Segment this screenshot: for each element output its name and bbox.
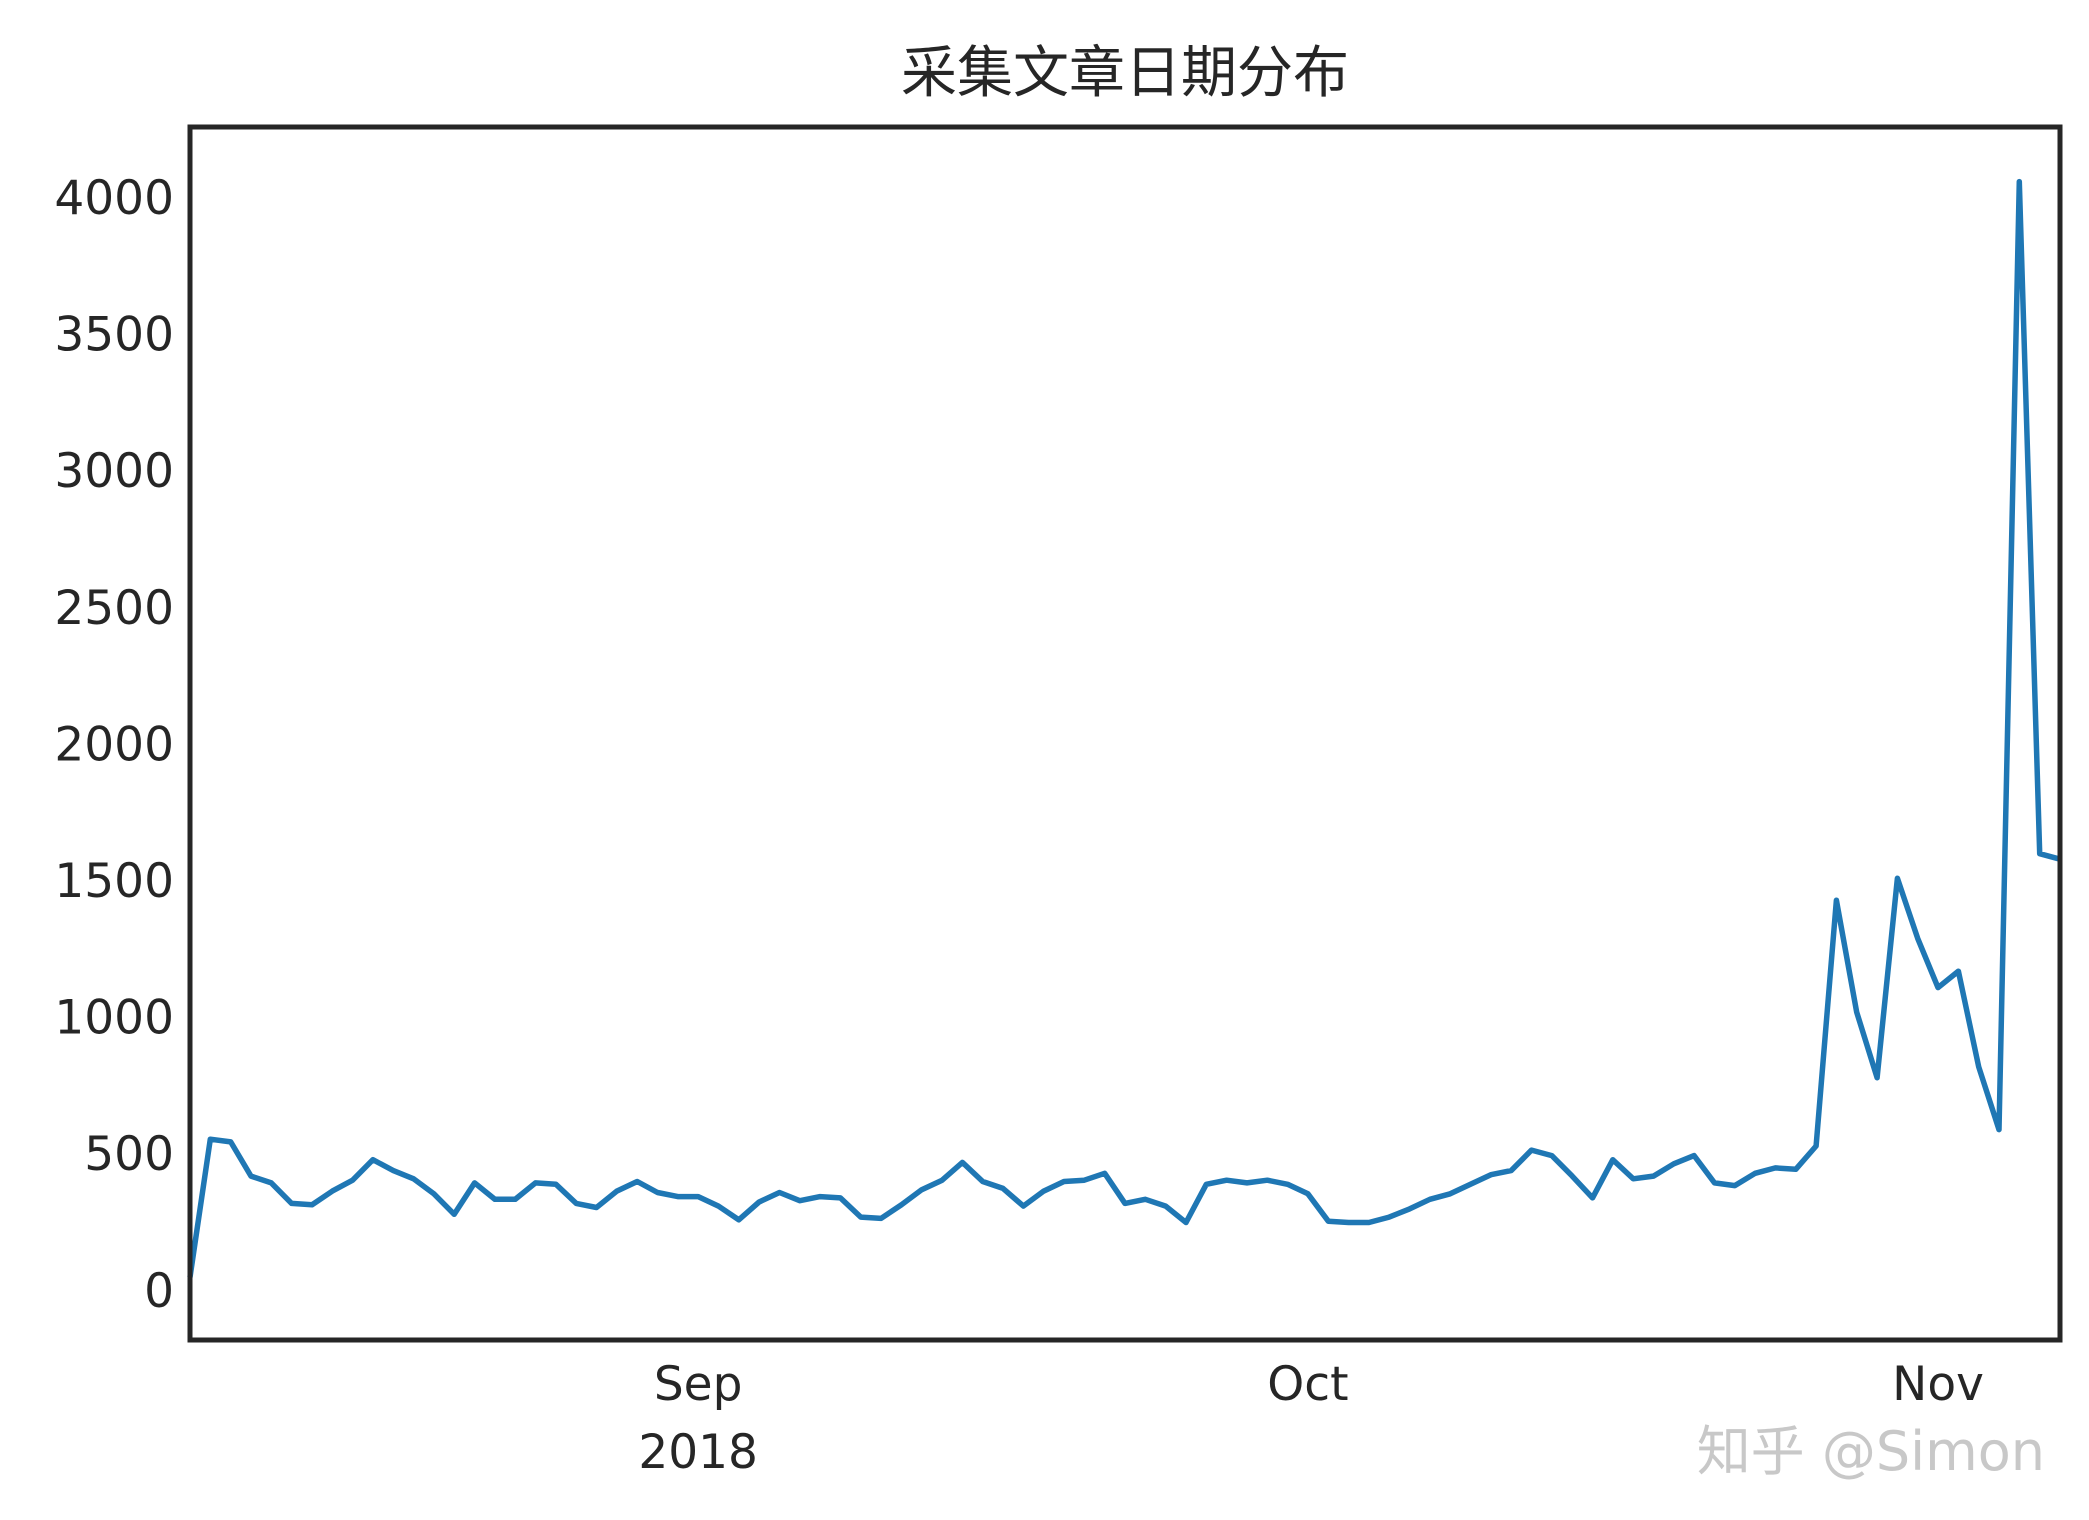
y-tick-label: 3500 xyxy=(54,308,174,363)
y-tick-label: 3000 xyxy=(54,444,174,499)
chart-title: 采集文章日期分布 xyxy=(901,41,1349,106)
plot-area-frame xyxy=(187,124,2063,1343)
y-tick-label: 4000 xyxy=(54,171,174,226)
data-series-line xyxy=(187,178,2061,1278)
y-tick-label: 2000 xyxy=(54,717,174,772)
y-tick-label: 1000 xyxy=(54,991,174,1046)
y-tick-label: 0 xyxy=(144,1264,174,1319)
y-tick-label: 1500 xyxy=(54,854,174,909)
x-tick-label: Oct xyxy=(1267,1357,1348,1412)
y-tick-label: 500 xyxy=(84,1127,174,1182)
x-tick-label: Nov xyxy=(1892,1357,1984,1412)
x-axis-ticks: Sep 2018 Oct Nov xyxy=(638,1357,1984,1480)
watermark-text: 知乎 @Simon xyxy=(1697,1420,2045,1483)
y-tick-label: 2500 xyxy=(54,581,174,636)
x-tick-year-label: 2018 xyxy=(638,1425,758,1480)
x-tick-label: Sep xyxy=(654,1357,743,1412)
y-axis-ticks: 0 500 1000 1500 2000 2500 3000 3500 4000 xyxy=(54,171,174,1319)
